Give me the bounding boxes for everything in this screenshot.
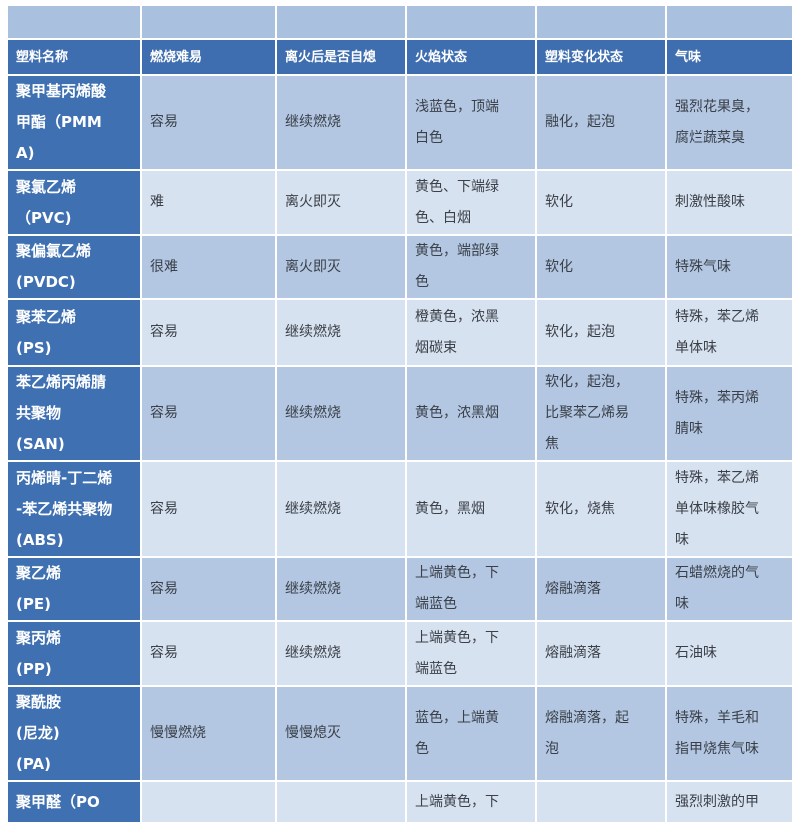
table-cell: 特殊，苯乙烯 单体味橡胶气 味 xyxy=(667,462,792,556)
table-cell: 软化，烧焦 xyxy=(537,462,665,556)
table-cell: 熔融滴落，起 泡 xyxy=(537,687,665,780)
table-cell: 强烈刺激的甲 xyxy=(667,782,792,822)
table-cell: 容易 xyxy=(142,558,275,620)
table-cell: 黄色，黑烟 xyxy=(407,462,535,556)
table-cell: 橙黄色，浓黑 烟碳束 xyxy=(407,300,535,365)
table-cell: 难 xyxy=(142,171,275,234)
table-row: 聚丙烯 (PP) 容易 继续燃烧 上端黄色，下 端蓝色 熔融滴落 石油味 xyxy=(8,622,792,685)
table-cell: 浅蓝色，顶端 白色 xyxy=(407,76,535,169)
table-cell: 容易 xyxy=(142,622,275,685)
table-cell xyxy=(142,782,275,822)
plastic-name-cell: 聚乙烯 (PE) xyxy=(8,558,140,620)
table-cell: 黄色，浓黑烟 xyxy=(407,367,535,460)
header-cell: 燃烧难易 xyxy=(142,40,275,74)
table-cell: 黄色、下端绿 色、白烟 xyxy=(407,171,535,234)
table-cell: 石油味 xyxy=(667,622,792,685)
table-cell: 刺激性酸味 xyxy=(667,171,792,234)
table-row: 聚甲醛（PO 上端黄色，下 强烈刺激的甲 xyxy=(8,782,792,822)
header-cell: 塑料变化状态 xyxy=(537,40,665,74)
table-row: 聚偏氯乙烯 (PVDC) 很难 离火即灭 黄色，端部绿 色软化 特殊气味 xyxy=(8,236,792,298)
table-cell: 熔融滴落 xyxy=(537,558,665,620)
table-cell: 容易 xyxy=(142,76,275,169)
table-row: 聚酰胺 (尼龙) (PA) 慢慢燃烧 慢慢熄灭 蓝色，上端黄 色熔融滴落，起 泡特殊，… xyxy=(8,687,792,780)
table-cell: 慢慢燃烧 xyxy=(142,687,275,780)
table-cell: 上端黄色，下 xyxy=(407,782,535,822)
plastic-name-cell: 聚丙烯 (PP) xyxy=(8,622,140,685)
table-cell: 离火即灭 xyxy=(277,236,405,298)
table-row: 苯乙烯丙烯腈 共聚物 (SAN) 容易 继续燃烧 黄色，浓黑烟 软化，起泡， 比聚苯乙烯… xyxy=(8,367,792,460)
table-row: 丙烯晴-丁二烯 -苯乙烯共聚物 (ABS) 容易 继续燃烧 黄色，黑烟 软化，烧焦 特殊，… xyxy=(8,462,792,556)
table-cell: 继续燃烧 xyxy=(277,76,405,169)
table-cell: 离火即灭 xyxy=(277,171,405,234)
plastic-burning-table: 塑料名称 燃烧难易 离火后是否自熄 火焰状态 塑料变化状态 气味 聚甲基丙烯酸 … xyxy=(6,4,794,824)
header-cell: 塑料名称 xyxy=(8,40,140,74)
plastic-name-cell: 聚氯乙烯 （PVC) xyxy=(8,171,140,234)
table-cell: 特殊气味 xyxy=(667,236,792,298)
header-cell: 离火后是否自熄 xyxy=(277,40,405,74)
table-cell: 软化，起泡， 比聚苯乙烯易 焦 xyxy=(537,367,665,460)
table-cell: 很难 xyxy=(142,236,275,298)
table-cell: 软化 xyxy=(537,236,665,298)
header-row: 塑料名称 燃烧难易 离火后是否自熄 火焰状态 塑料变化状态 气味 xyxy=(8,40,792,74)
header-cell: 火焰状态 xyxy=(407,40,535,74)
plastic-name-cell: 聚苯乙烯 (PS) xyxy=(8,300,140,365)
table-cell xyxy=(537,782,665,822)
plastic-name-cell: 聚甲醛（PO xyxy=(8,782,140,822)
table-cell: 慢慢熄灭 xyxy=(277,687,405,780)
table-cell: 继续燃烧 xyxy=(277,367,405,460)
table-cell: 强烈花果臭， 腐烂蔬菜臭 xyxy=(667,76,792,169)
table-cell: 特殊，羊毛和 指甲烧焦气味 xyxy=(667,687,792,780)
table-cell: 特殊，苯丙烯 腈味 xyxy=(667,367,792,460)
table-cell: 熔融滴落 xyxy=(537,622,665,685)
plastic-name-cell: 聚酰胺 (尼龙) (PA) xyxy=(8,687,140,780)
table-cell: 继续燃烧 xyxy=(277,462,405,556)
table-cell: 上端黄色，下 端蓝色 xyxy=(407,622,535,685)
table-cell xyxy=(277,782,405,822)
table-cell: 继续燃烧 xyxy=(277,622,405,685)
table-cell: 软化，起泡 xyxy=(537,300,665,365)
plastic-name-cell: 聚偏氯乙烯 (PVDC) xyxy=(8,236,140,298)
table-cell: 融化，起泡 xyxy=(537,76,665,169)
table-cell: 软化 xyxy=(537,171,665,234)
table-cell: 上端黄色，下 端蓝色 xyxy=(407,558,535,620)
table-row: 聚氯乙烯 （PVC) 难离火即灭 黄色、下端绿 色、白烟 软化 刺激性酸味 xyxy=(8,171,792,234)
plastic-name-cell: 丙烯晴-丁二烯 -苯乙烯共聚物 (ABS) xyxy=(8,462,140,556)
table-row: 聚甲基丙烯酸 甲酯（PMM A) 容易 继续燃烧 浅蓝色，顶端 白色 融化，起泡 强烈花果… xyxy=(8,76,792,169)
header-cell: 气味 xyxy=(667,40,792,74)
table-row: 聚苯乙烯 (PS) 容易 继续燃烧 橙黄色，浓黑 烟碳束 软化，起泡 特殊，苯乙烯 单体味 xyxy=(8,300,792,365)
table-cell: 石蜡燃烧的气 味 xyxy=(667,558,792,620)
plastic-name-cell: 聚甲基丙烯酸 甲酯（PMM A) xyxy=(8,76,140,169)
table-cell: 继续燃烧 xyxy=(277,300,405,365)
blank-top-row xyxy=(8,6,792,38)
table-cell: 容易 xyxy=(142,462,275,556)
plastic-name-cell: 苯乙烯丙烯腈 共聚物 (SAN) xyxy=(8,367,140,460)
table-cell: 继续燃烧 xyxy=(277,558,405,620)
table-cell: 容易 xyxy=(142,300,275,365)
table-cell: 黄色，端部绿 色 xyxy=(407,236,535,298)
table-row: 聚乙烯 (PE) 容易 继续燃烧 上端黄色，下 端蓝色 熔融滴落 石蜡燃烧的气 味 xyxy=(8,558,792,620)
table-cell: 特殊，苯乙烯 单体味 xyxy=(667,300,792,365)
table-cell: 蓝色，上端黄 色 xyxy=(407,687,535,780)
table-cell: 容易 xyxy=(142,367,275,460)
